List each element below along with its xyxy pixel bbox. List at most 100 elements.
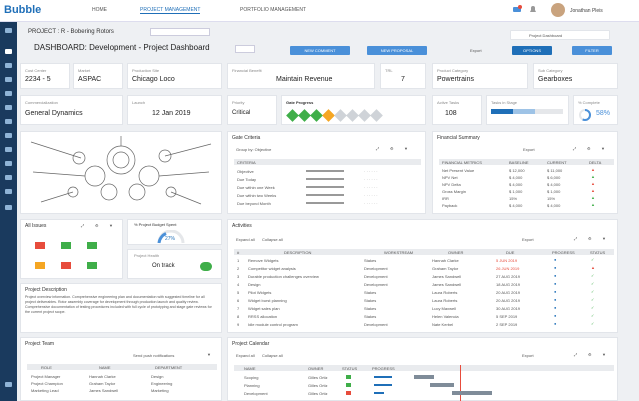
folder-icon[interactable] (5, 147, 12, 152)
filter-icon[interactable]: ▼ (602, 236, 606, 241)
dashboard-icon[interactable] (5, 49, 12, 54)
gate-1[interactable] (286, 109, 299, 122)
phase-name: Scoping (244, 375, 259, 380)
field-label: Launch (132, 100, 146, 105)
field-label: Tasks in Stage (491, 100, 518, 105)
activity-row[interactable]: 9 Idle module control program Development N… (234, 321, 614, 327)
settings-icon[interactable]: ⚙ (588, 352, 592, 357)
issue-tile[interactable] (87, 242, 97, 249)
field-value: 7 (401, 76, 405, 83)
expand-icon[interactable]: ⤢ (574, 352, 578, 357)
filter-icon[interactable]: ▼ (109, 223, 113, 228)
issue-tile[interactable] (61, 262, 71, 269)
criteria-bar (306, 186, 344, 188)
export-menu[interactable]: Export (523, 147, 535, 152)
expand-icon[interactable]: ⤢ (376, 146, 380, 151)
calendar-row[interactable]: Development Gilles Ortiz (234, 390, 614, 396)
new-comment-button[interactable]: NEW COMMENT (290, 46, 350, 55)
chat-icon[interactable] (512, 5, 522, 15)
export-menu[interactable]: Export (522, 353, 534, 358)
gate-5[interactable] (334, 109, 347, 122)
user-icon[interactable] (5, 189, 12, 194)
filter-icon[interactable]: ▼ (404, 146, 408, 151)
gate-4[interactable] (322, 109, 335, 122)
criteria-row[interactable]: Due within two Weeks · · · · · · (234, 192, 421, 198)
gate-3[interactable] (310, 109, 323, 122)
expand-icon[interactable]: ⤢ (573, 146, 577, 151)
team-icon[interactable] (5, 161, 12, 166)
collapse-all-link[interactable]: Collapse all (262, 237, 283, 242)
expand-icon[interactable]: ⤢ (574, 236, 578, 241)
filter-button[interactable]: FILTER (572, 46, 612, 55)
activities-panel: Activities Expand all Collapse all Expor… (227, 219, 618, 333)
export-menu[interactable]: Export (470, 48, 482, 53)
expand-icon[interactable]: ⤢ (81, 223, 85, 228)
activity-row[interactable]: 4 Design Development James Sandwell 18 AUG 2… (234, 281, 614, 287)
nav-portfolio-management[interactable]: PORTFOLIO MANAGEMENT (240, 7, 307, 13)
collapse-all-link[interactable]: Collapse all (262, 353, 283, 358)
globe-icon[interactable] (5, 175, 12, 180)
calendar-icon[interactable] (5, 119, 12, 124)
tasks-icon[interactable] (5, 91, 12, 96)
gate-7[interactable] (358, 109, 371, 122)
activity-row[interactable]: 5 Pilot Widgets Stakes Laura Roberts 20 AUG … (234, 289, 614, 295)
settings-icon[interactable]: ⚙ (95, 223, 99, 228)
notification-icon[interactable] (528, 5, 538, 15)
activity-row[interactable]: 3 Durable production challenges overview D… (234, 273, 614, 279)
tab-project-dashboard[interactable]: Project Dashboard (510, 30, 610, 40)
team-row[interactable]: Project Champion Graham Taylor Engineering (27, 380, 217, 386)
menu-icon[interactable] (5, 28, 12, 33)
activity-row[interactable]: 7 Widget sales plan Stakes Lucy Maxwell 30 A… (234, 305, 614, 311)
expand-all-link[interactable]: Expand all (236, 353, 255, 358)
options-button[interactable]: OPTIONS (512, 46, 552, 55)
help-icon[interactable] (5, 382, 12, 387)
project-select[interactable] (150, 28, 210, 36)
nav-project-management[interactable]: PROJECT MANAGEMENT (140, 7, 201, 14)
team-row[interactable]: Marketing Lead James Sandwell Marketing (27, 387, 217, 393)
filter-icon[interactable]: ▼ (601, 146, 605, 151)
expand-all-link[interactable]: Expand all (236, 237, 255, 242)
export-menu[interactable]: Export (522, 237, 534, 242)
activity-due: 27 AUG 2019 (496, 274, 521, 279)
settings-icon[interactable] (5, 63, 12, 68)
criteria-row[interactable]: Objective · · · · · · (234, 168, 421, 174)
chart-icon[interactable] (5, 105, 12, 110)
team-row[interactable]: Project Manager Hannah Clarke Design (27, 373, 217, 379)
gantt-bar[interactable] (430, 383, 454, 387)
nav-home[interactable]: HOME (92, 7, 107, 13)
settings-icon[interactable]: ⚙ (587, 146, 591, 151)
user-name[interactable]: Jonathan Pleis (570, 8, 603, 14)
gate-6[interactable] (346, 109, 359, 122)
activity-owner: Hannah Clarke (432, 258, 459, 263)
settings-icon[interactable]: ⚙ (390, 146, 394, 151)
gantt-bar[interactable] (414, 375, 434, 379)
field-financial-benefit: Financial Benefit Maintain Revenue (227, 63, 375, 89)
issue-tile[interactable] (35, 242, 45, 249)
issue-tile[interactable] (35, 262, 45, 269)
calendar-row[interactable]: Scoping Gilles Ortiz (234, 374, 614, 380)
activity-row[interactable]: 8 RRSS allocation Stakes Helen Valencia 5 SE… (234, 313, 614, 319)
calendar-row[interactable]: Planning Gilles Ortiz (234, 382, 614, 388)
filter-icon[interactable]: ▼ (602, 352, 606, 357)
avatar[interactable] (551, 3, 565, 17)
criteria-row[interactable]: Due Today · · · · · · (234, 176, 421, 182)
settings-icon[interactable]: ⚙ (588, 236, 592, 241)
documents-icon[interactable] (5, 133, 12, 138)
criteria-row[interactable]: Due beyond Month · · · · · · (234, 200, 421, 206)
gate-2[interactable] (298, 109, 311, 122)
list-icon[interactable] (5, 77, 12, 82)
gantt-bar[interactable] (452, 391, 492, 395)
issue-tile[interactable] (61, 242, 71, 249)
issue-tile[interactable] (87, 262, 97, 269)
gate-8[interactable] (370, 109, 383, 122)
activity-row[interactable]: 2 Competitor widget analysis Development Gr… (234, 265, 614, 271)
criteria-row[interactable]: Due within one Week · · · · · · (234, 184, 421, 190)
activity-row[interactable]: 1 Remove Widgets Stakes Hannah Clarke 5 JUN … (234, 257, 614, 263)
new-proposal-button[interactable]: NEW PROPOSAL (367, 46, 427, 55)
notify-select[interactable]: Send push notifications (133, 353, 175, 358)
tag-icon[interactable] (5, 205, 12, 210)
group-by-select[interactable]: Group by: Objective (236, 147, 272, 152)
filter-icon[interactable]: ▼ (207, 352, 211, 357)
version-select[interactable] (235, 45, 255, 53)
activity-row[interactable]: 6 Widget burst planning Stakes Laura Robert… (234, 297, 614, 303)
